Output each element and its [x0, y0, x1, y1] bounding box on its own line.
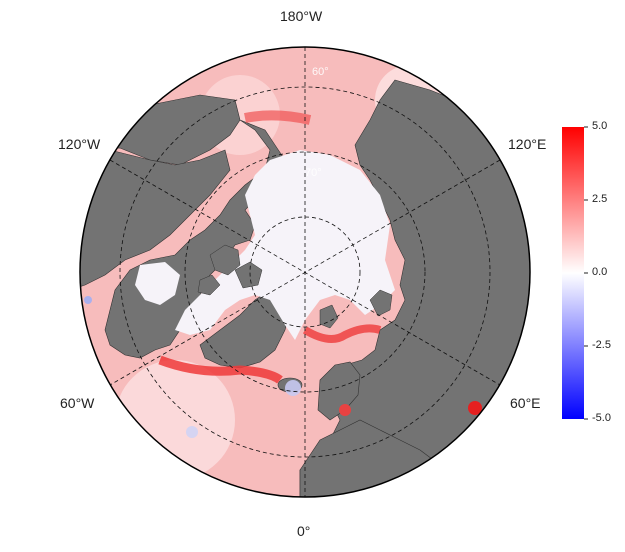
colorbar-tick-label: 2.5	[592, 193, 608, 205]
sea-ice	[175, 150, 395, 340]
anomaly-hot-band	[302, 324, 382, 343]
lon-label-120w: 120°W	[58, 136, 101, 152]
lat-label-70: 70°	[305, 167, 322, 179]
sea-ice-hudson	[135, 262, 180, 305]
colorbar-tick-label: -2.5	[592, 339, 611, 351]
anomaly-cool-spot	[285, 380, 301, 396]
meridian	[109, 159, 501, 386]
land-svalbard	[319, 304, 339, 329]
colorbar-tick-label: 0.0	[592, 266, 608, 278]
lon-label-180w: 180°W	[280, 8, 323, 24]
lat-circle	[184, 151, 426, 393]
anomaly-hot-spot	[468, 401, 482, 415]
lon-label-0: 0°	[297, 523, 311, 539]
map-disc: 60° 70°	[80, 47, 530, 497]
lon-label-60e: 60°E	[510, 395, 541, 411]
colorbar	[562, 127, 584, 419]
graticule	[109, 47, 501, 497]
colorbar-ticks	[584, 126, 588, 420]
ocean-patch	[115, 360, 235, 480]
lon-label-120e: 120°E	[508, 136, 547, 152]
anomaly-hot-band	[244, 110, 312, 125]
colorbar-tick-label: 5.0	[592, 120, 608, 132]
colorbar-tick-label: -5.0	[592, 412, 611, 424]
anomaly-hot-spot	[339, 404, 351, 416]
land-archipelago	[197, 244, 263, 296]
lon-label-60w: 60°W	[60, 395, 95, 411]
anomaly-cool-spot	[186, 426, 198, 438]
land-novaya-zemlya	[369, 289, 393, 317]
land-scandinavia	[317, 361, 361, 421]
land-canada	[80, 149, 231, 291]
lat-label-60: 60°	[312, 66, 329, 78]
map-border	[79, 46, 531, 498]
anomaly-hot-band	[158, 355, 283, 384]
anomaly-cool-spot	[84, 296, 92, 304]
